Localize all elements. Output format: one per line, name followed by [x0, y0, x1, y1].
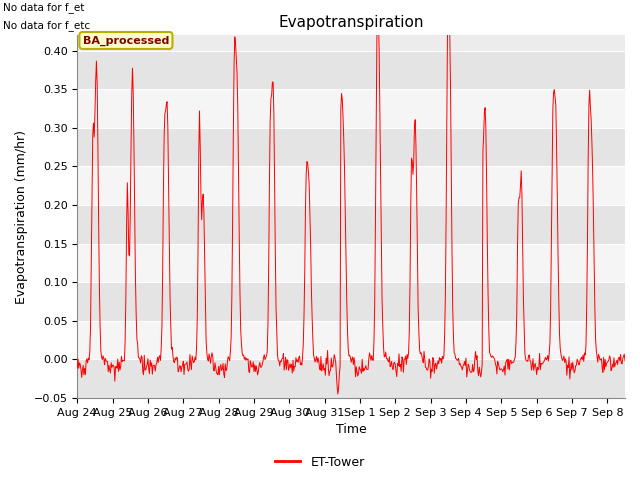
- Bar: [77, 321, 625, 360]
- Bar: [77, 89, 625, 128]
- Bar: [77, 244, 625, 282]
- Y-axis label: Evapotranspiration (mm/hr): Evapotranspiration (mm/hr): [15, 130, 28, 304]
- Text: No data for f_et: No data for f_et: [3, 2, 84, 13]
- Text: BA_processed: BA_processed: [83, 36, 169, 46]
- Bar: [77, 167, 625, 205]
- Legend: ET-Tower: ET-Tower: [270, 451, 370, 474]
- Text: No data for f_etc: No data for f_etc: [3, 20, 90, 31]
- Bar: [77, 205, 625, 244]
- X-axis label: Time: Time: [336, 423, 367, 436]
- Bar: [77, 282, 625, 321]
- Bar: [77, 128, 625, 167]
- Title: Evapotranspiration: Evapotranspiration: [278, 15, 424, 30]
- Bar: [77, 360, 625, 398]
- Bar: [77, 51, 625, 89]
